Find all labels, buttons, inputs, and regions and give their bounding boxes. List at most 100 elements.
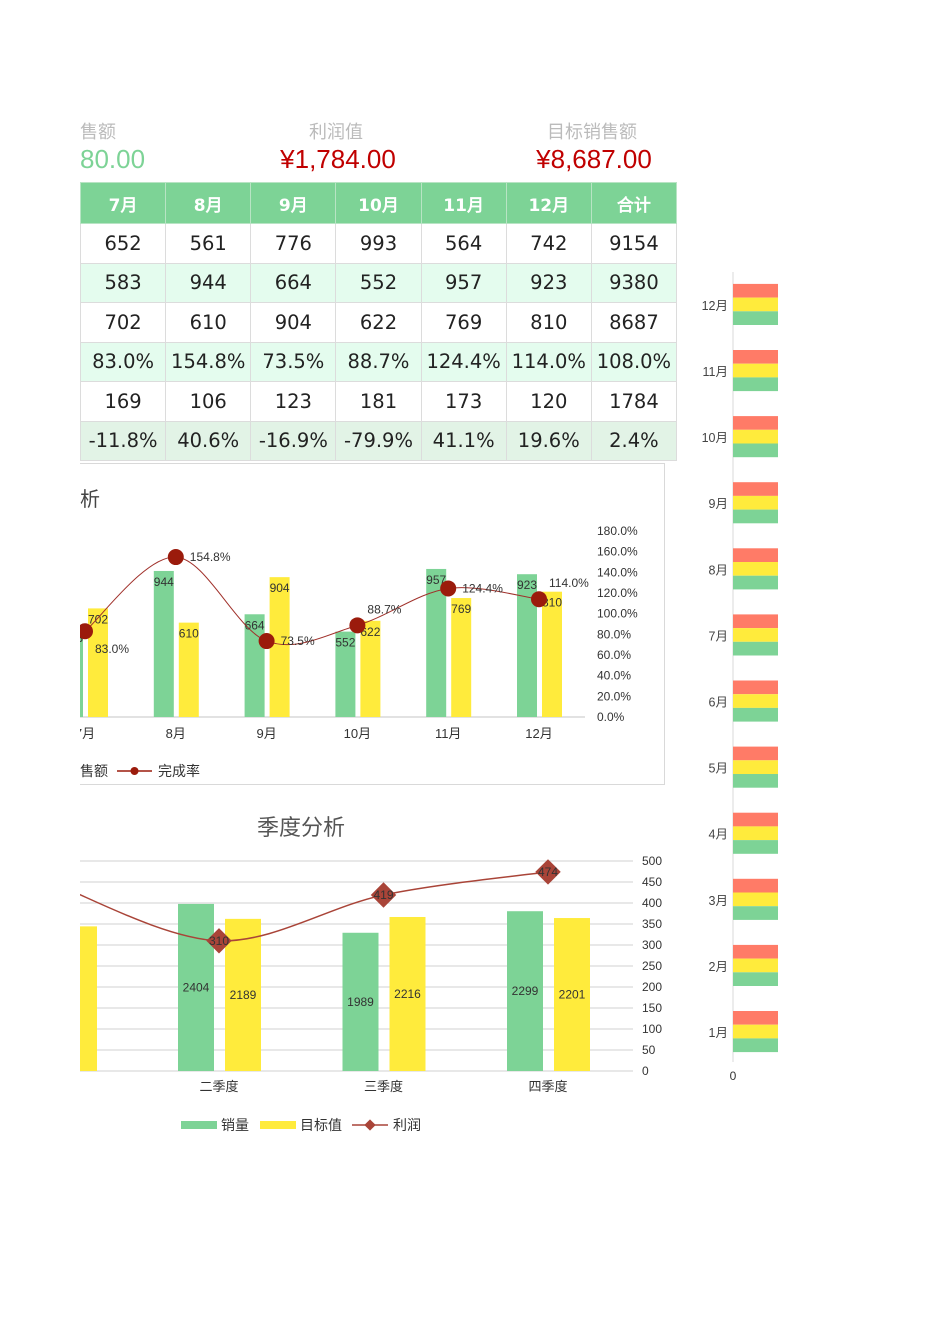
profit-marker [206,928,232,954]
sales-bar-label: 2299 [512,984,539,998]
actual-bar [733,614,778,629]
table-cell[interactable]: 106 [165,381,252,422]
table-cell[interactable]: 993 [335,223,422,264]
table-cell[interactable]: 173 [420,381,507,422]
y-tick-label: 6月 [709,696,728,710]
rate-marker [440,580,457,597]
table-cell[interactable]: 8687 [590,302,678,343]
x-tick-label: 7月 [80,726,95,741]
table-cell[interactable]: 19.6% [505,420,592,461]
table-cell[interactable]: -79.9% [335,420,422,461]
y-tick-label: 11月 [703,365,728,379]
table-cell[interactable]: 583 [80,262,167,303]
table-cell[interactable]: -16.9% [250,420,337,461]
table-cell[interactable]: 41.1% [420,420,507,461]
target-bar [389,916,426,1071]
target-bar [733,892,778,907]
kpi-target-value: ¥8,687.00 [536,144,652,174]
table-cell[interactable]: 123 [250,381,337,422]
target-bar [733,760,778,774]
profit-line [80,871,549,942]
table-cell[interactable]: 810 [505,302,592,343]
y-tick-label: 5月 [709,762,728,776]
actual-bar [733,878,778,893]
table-cell[interactable]: 610 [165,302,252,343]
kpi-target-label: 目标销售额 [547,122,637,143]
x-tick-label: 0 [730,1069,737,1083]
sales-bar [733,641,778,656]
table-cell[interactable]: 552 [335,262,422,303]
column-header: 合计 [590,182,678,224]
sales-bar [178,903,214,1071]
chart-title: 析 [80,488,100,511]
actual-bar [733,812,778,827]
actual-bar [733,416,778,430]
table-cell[interactable]: 1784 [590,381,678,422]
table-cell[interactable]: 702 [80,302,167,343]
table-cell[interactable]: 83.0% [80,341,167,382]
y-tick-label: 2月 [709,960,728,974]
legend-rate-marker [130,767,139,775]
sales-bar [517,574,537,717]
table-cell[interactable]: 9380 [590,262,678,303]
y2-tick-label: 60.0% [597,648,631,662]
sales-bar [733,377,778,392]
y2-tick-label: 40.0% [597,669,631,683]
legend-profit-marker [364,1119,376,1131]
actual-bar [733,350,778,364]
table-cell[interactable]: 957 [420,262,507,303]
target-bar [178,622,199,717]
sales-bar [733,707,778,722]
table-cell[interactable]: 2.4% [590,420,678,461]
table-cell[interactable]: 904 [250,302,337,343]
actual-bar [733,283,778,298]
legend-sales-label: 售额 [80,763,108,779]
sales-bar [733,311,778,325]
sales-bar [733,906,778,920]
table-cell[interactable]: 564 [420,223,507,264]
sales-bar [733,1038,778,1053]
table-cell[interactable]: 622 [335,302,422,343]
kpi-profit-label: 利润值 [309,122,363,143]
actual-bar [733,680,778,695]
table-cell[interactable]: 9154 [590,223,678,264]
profit-label: 474 [538,865,558,879]
rate-label: 114.0% [549,576,589,590]
y2-tick-label: 140.0% [597,565,638,579]
table-cell[interactable]: 776 [250,223,337,264]
kpi-sales-label: 售额 [80,122,116,143]
y2-tick-label: 450 [642,875,662,889]
legend-sales-label: 销量 [221,1117,249,1133]
table-cell[interactable]: 923 [505,262,592,303]
table-cell[interactable]: 652 [80,223,167,264]
y2-tick-label: 150 [642,1001,662,1015]
rate-marker [80,623,93,640]
sales-bar [733,972,778,986]
legend-rate-label: 完成率 [158,763,200,779]
target-bar-label: 2201 [559,988,586,1002]
table-cell[interactable]: 742 [505,223,592,264]
actual-bar [733,482,778,496]
dashboard-viewport: 售额 80.00 利润值 ¥1,784.00 目标销售额 ¥8,687.00 7… [80,0,778,1344]
table-row: 652 561 776 993 564 742 9154 [80,223,678,264]
target-bar [733,958,778,973]
y2-tick-label: 20.0% [597,689,631,703]
table-cell[interactable]: 769 [420,302,507,343]
sales-bar [733,575,778,590]
target-bar-label: 769 [451,602,471,616]
table-cell[interactable]: -11.8% [80,420,167,461]
target-bar [269,577,290,717]
target-bar-label: 702 [88,612,108,626]
table-cell[interactable]: 181 [335,381,422,422]
table-cell[interactable]: 40.6% [165,420,252,461]
sales-bar-label: 2404 [183,980,210,994]
table-cell[interactable]: 120 [505,381,592,422]
rate-marker [258,633,275,650]
legend-target-swatch [260,1121,296,1129]
table-cell[interactable]: 154.8% [165,341,252,382]
target-bar-label: 2216 [394,987,421,1001]
y2-tick-label: 120.0% [597,586,638,600]
table-cell[interactable]: 88.7% [335,341,422,382]
table-cell[interactable]: 108.0% [590,341,678,382]
table-cell[interactable]: 124.4% [420,341,507,382]
